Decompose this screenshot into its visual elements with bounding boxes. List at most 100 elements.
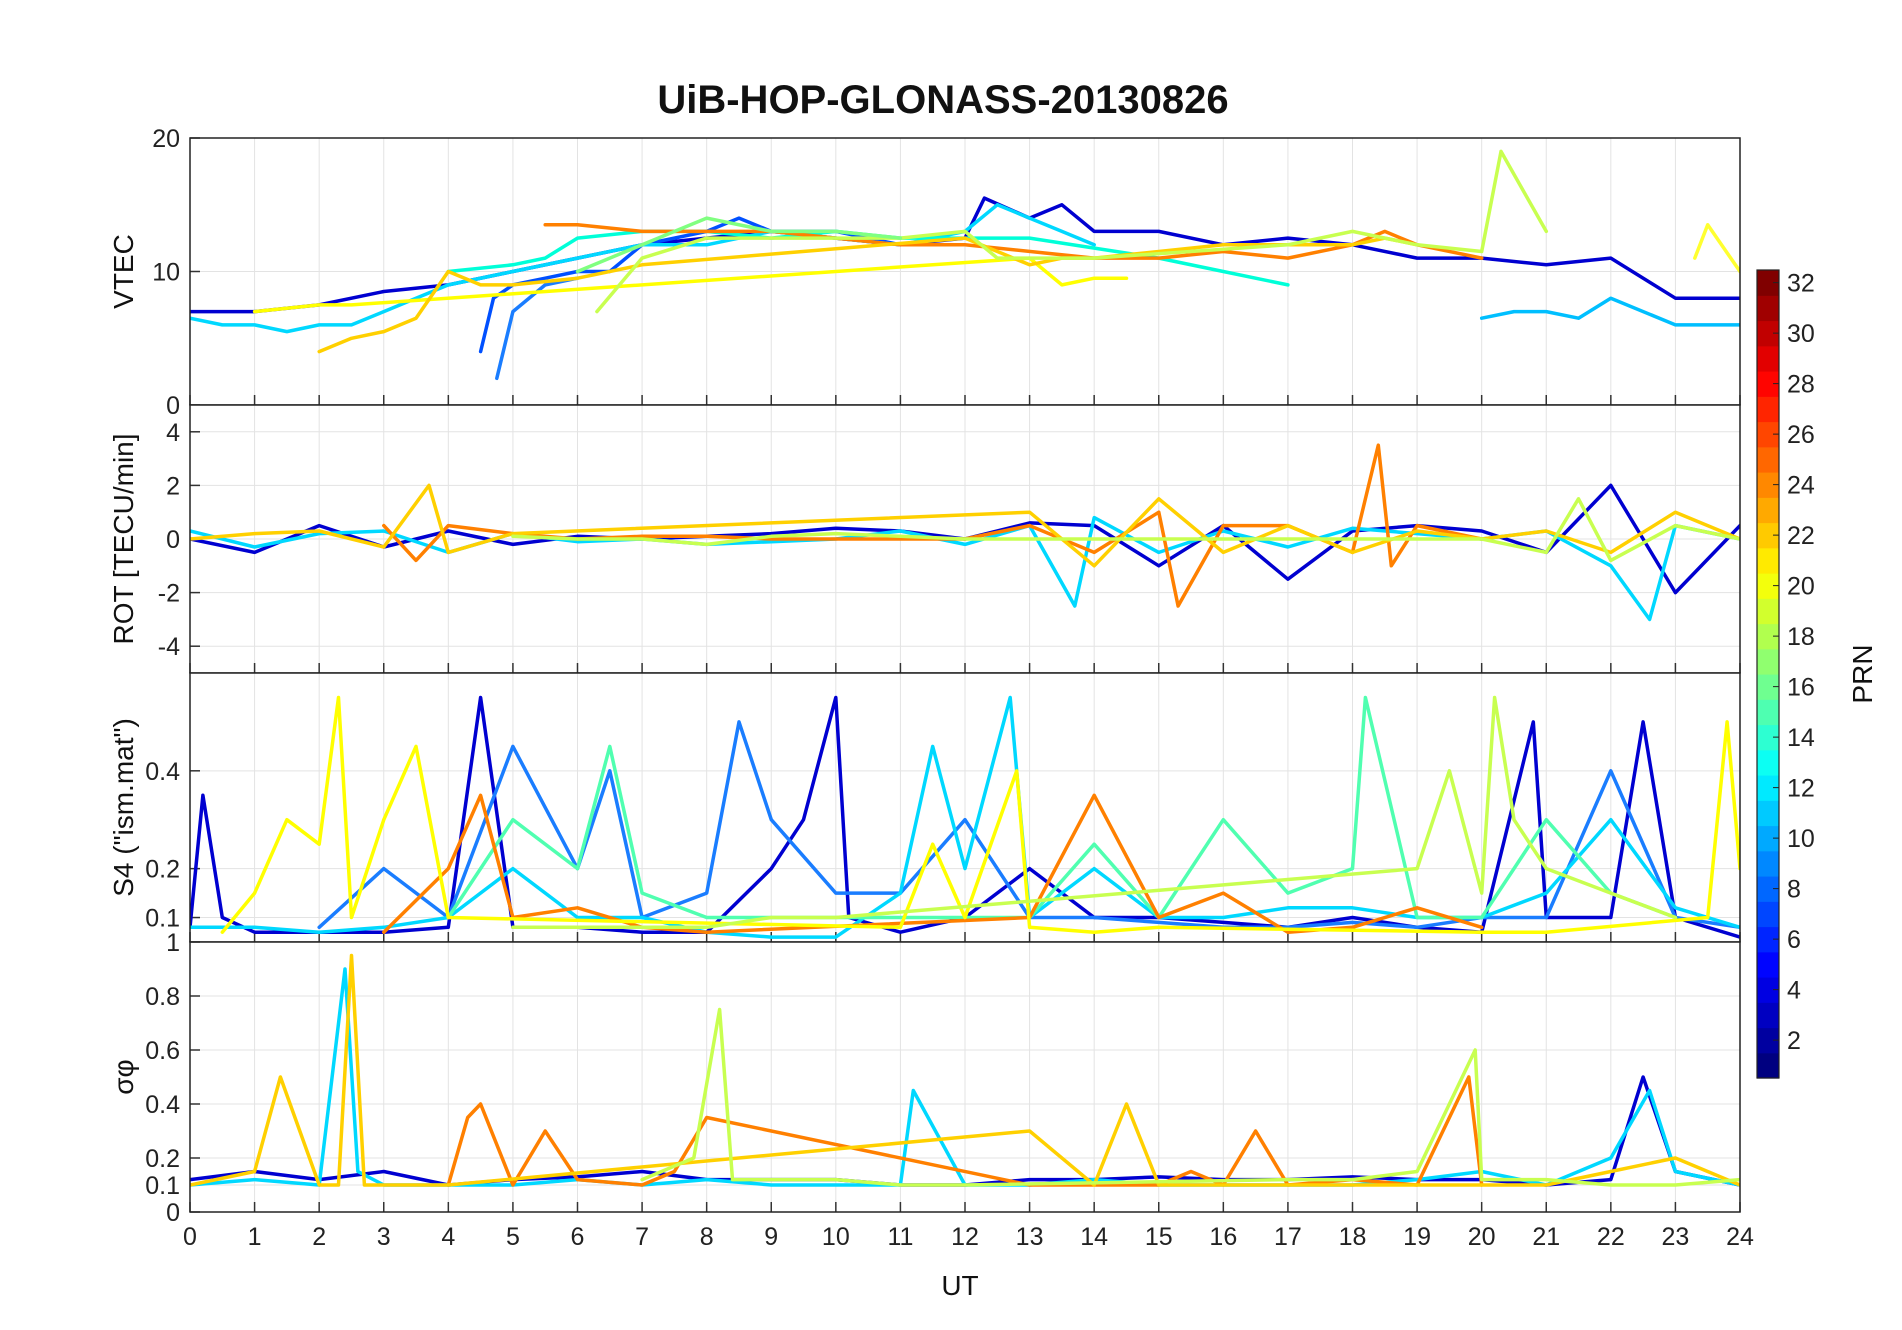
colorbar-segment [1757,800,1779,827]
series-group [190,953,1740,1187]
x-tick-label: 8 [700,1223,714,1251]
y-tick-label: 1 [166,929,180,957]
colorbar-segment [1757,1002,1779,1029]
x-tick-label: 3 [377,1223,391,1251]
series-line [190,953,1740,1187]
colorbar-tick-label: 4 [1787,977,1801,1005]
y-tick-label: 0.2 [145,856,180,884]
colorbar-segment [1757,623,1779,650]
colorbar-segment [1757,295,1779,322]
x-tick-label: 5 [506,1223,520,1251]
colorbar-segment [1757,547,1779,574]
x-tick-label: 6 [571,1223,585,1251]
colorbar-segment [1757,648,1779,675]
y-tick-label: 0 [166,526,180,554]
x-tick-label: 2 [312,1223,326,1251]
colorbar-tick-label: 8 [1787,876,1801,904]
colorbar-segment [1757,1052,1779,1079]
y-tick-label: 10 [152,259,180,287]
colorbar-segment [1757,396,1779,423]
colorbar-segment [1757,699,1779,726]
colorbar-label: PRN [1847,644,1878,703]
x-tick-label: 10 [822,1223,850,1251]
colorbar-segment [1757,573,1779,599]
series-group [190,443,1740,622]
series-line [575,216,903,274]
series-line [640,1007,1740,1187]
y-tick-label: 0.6 [145,1037,180,1065]
colorbar-segment [1757,850,1779,877]
colorbar-segment [1757,421,1779,448]
colorbar-frame [1756,269,1780,1079]
colorbar-segment [1757,749,1779,776]
x-tick-label: 11 [887,1223,913,1251]
y-tick-label: 0.2 [145,1145,180,1173]
colorbar-tick-label: 14 [1787,724,1815,752]
x-tick-label: 21 [1532,1223,1560,1251]
x-tick-label: 23 [1662,1223,1690,1251]
x-tick-label: 7 [635,1223,649,1251]
colorbar-segment [1757,472,1779,498]
y-tick-label: 0.1 [145,1172,180,1200]
colorbar-segment [1757,497,1779,524]
panel-frame [189,941,1741,1213]
colorbar-segment [1757,371,1779,397]
x-tick-label: 20 [1468,1223,1496,1251]
colorbar-segment [1757,674,1779,700]
x-tick-label: 17 [1274,1223,1302,1251]
series-line [190,967,1740,1187]
y-tick-label: 0 [166,1199,180,1227]
series-line [190,483,1740,568]
panel-4: 00.10.2 0.4 0.6 0.8 1 σφ [108,929,1741,1227]
y-axis-label: σφ [108,1059,139,1094]
y-axis-label: S4 ("ism.mat") [108,718,139,897]
colorbar-tick-label: 30 [1787,320,1815,348]
colorbar-tick-label: 18 [1787,623,1815,651]
x-tick-label: 19 [1403,1223,1431,1251]
colorbar-tick-label: 6 [1787,926,1801,954]
x-tick-label: 9 [764,1223,778,1251]
colorbar-tick-label: 24 [1787,472,1815,500]
colorbar-segment [1757,270,1779,296]
colorbar-segment [1757,977,1779,1003]
colorbar-tick-label: 10 [1787,825,1815,853]
colorbar-segment [1757,598,1779,625]
x-tick-label: 14 [1080,1223,1108,1251]
colorbar-segment [1757,446,1779,473]
y-tick-label: 2 [166,472,180,500]
chart-title: UiB-HOP-GLONASS-20130826 [657,78,1228,122]
x-tick-label: 13 [1016,1223,1044,1251]
x-tick-label: 22 [1597,1223,1625,1251]
x-tick-label: 24 [1726,1223,1754,1251]
series-line [511,497,1740,563]
series-line [220,695,1740,934]
x-axis-label: UT [941,1270,978,1301]
colorbar-tick-label: 28 [1787,371,1815,399]
colorbar-segment [1757,724,1779,751]
colorbar-tick-label: 20 [1787,573,1815,601]
colorbar-segment [1757,876,1779,902]
x-tick-label: 12 [951,1223,979,1251]
colorbar-tick-label: 32 [1787,270,1815,298]
y-tick-label: 0.1 [145,905,180,933]
y-tick-label: 20 [152,125,180,153]
y-axis-label: VTEC [108,234,139,309]
x-tick-label: 0 [183,1223,197,1251]
x-tick-label: 18 [1339,1223,1367,1251]
x-tick-label: 1 [248,1223,262,1251]
panel-1: 0 10 20 VTEC [108,125,1741,420]
colorbar-segment [1757,320,1779,347]
y-tick-label: -2 [158,580,180,608]
series-line [1479,296,1740,327]
colorbar-segment [1757,1027,1779,1054]
series-line [190,203,1096,334]
colorbar-segment [1757,345,1779,372]
x-tick-label: 15 [1145,1223,1173,1251]
y-tick-label: 0.4 [145,758,180,786]
panel-3: 0.1 0.2 0.4S4 ("ism.mat") [108,672,1741,943]
colorbar-tick-label: 2 [1787,1027,1801,1055]
series-line [1693,223,1740,274]
colorbar-segment [1757,825,1779,852]
colorbar-segment [1757,926,1779,953]
